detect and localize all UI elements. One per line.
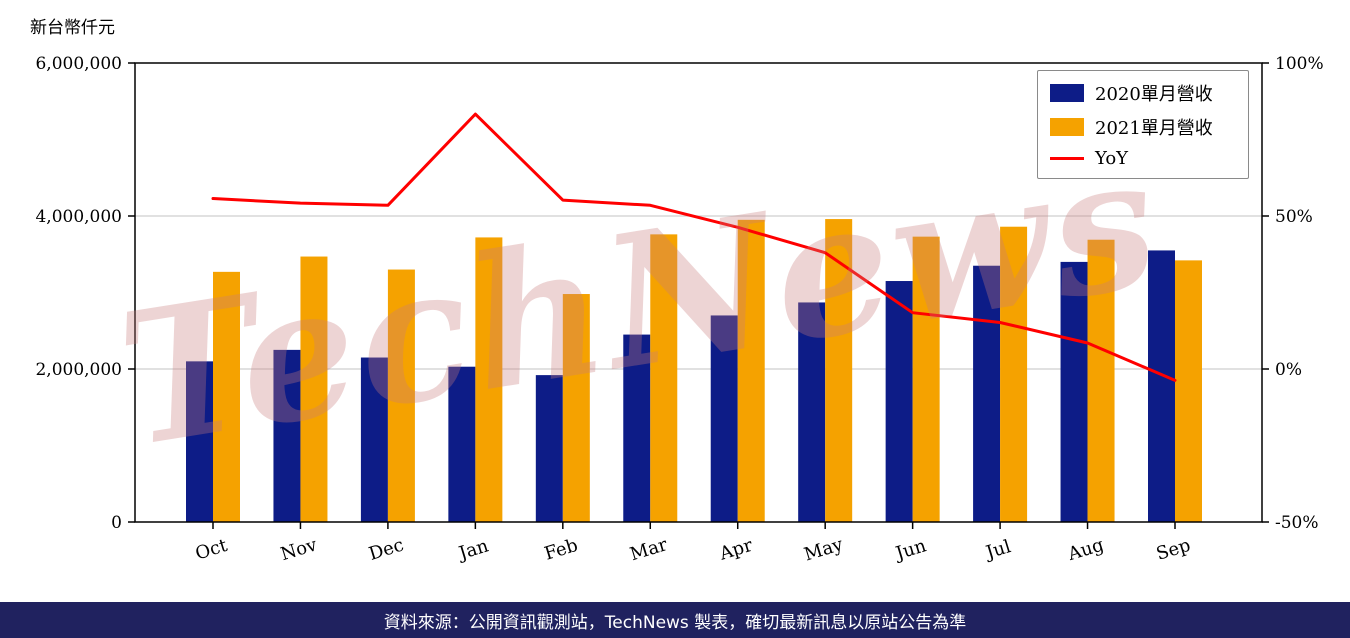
x-axis-tick-label: Jun — [892, 535, 930, 565]
bar-2020單月營收-Feb — [535, 375, 563, 522]
bar-2021單月營收-Aug — [1087, 239, 1115, 522]
bar-2021單月營收-Jul — [1000, 226, 1028, 522]
bar-2021單月營收-Nov — [300, 256, 328, 522]
bar-2021單月營收-May — [825, 219, 853, 522]
bar-2020單月營收-Sep — [1148, 250, 1175, 523]
bar-2021單月營收-Feb — [562, 294, 590, 522]
x-axis-tick-label: Aug — [1065, 534, 1107, 565]
right-axis-tick-label: 100% — [1275, 54, 1324, 74]
bar-2020單月營收-Mar — [623, 334, 651, 522]
legend-item-2021: 2021單月營收 — [1050, 114, 1236, 140]
plot-border — [134, 62, 1263, 523]
legend-label-yoy: YoY — [1095, 148, 1129, 169]
bar-2020單月營收-Aug — [1060, 261, 1088, 522]
x-axis-tick-label: Jul — [982, 536, 1014, 564]
left-axis-tick-label: 4,000,000 — [35, 207, 122, 227]
x-axis-tick-label: Jan — [455, 535, 492, 564]
bar-2020單月營收-May — [798, 302, 826, 522]
legend-swatch-2021 — [1050, 118, 1084, 136]
x-axis-tick-label: May — [802, 534, 847, 566]
left-axis-tick-label: 6,000,000 — [35, 54, 122, 74]
left-axis-tick-label: 2,000,000 — [35, 360, 122, 380]
footer-source-note: 資料來源：公開資訊觀測站，TechNews 製表，確切最新訊息以原站公告為準 — [0, 602, 1350, 638]
x-axis-tick-label: Feb — [542, 535, 580, 565]
x-axis-tick-label: Apr — [716, 535, 755, 565]
x-axis-tick-label: Oct — [193, 535, 231, 565]
bar-2021單月營收-Apr — [737, 219, 765, 522]
bar-2020單月營收-Dec — [360, 357, 388, 522]
x-axis-tick-label: Dec — [366, 535, 406, 565]
legend-item-2020: 2020單月營收 — [1050, 80, 1236, 106]
axis-unit-label: 新台幣仟元 — [30, 18, 115, 38]
legend-label-2021: 2021單月營收 — [1095, 118, 1213, 139]
bar-2021單月營收-Jun — [912, 236, 940, 522]
left-axis-tick-label: 0 — [111, 513, 122, 533]
bar-2021單月營收-Jan — [475, 237, 503, 523]
bar-2020單月營收-Jul — [973, 265, 1001, 522]
yoy-line — [211, 112, 1177, 382]
x-axis-tick-label: Nov — [278, 534, 320, 565]
bar-2021單月營收-Dec — [387, 269, 415, 522]
bar-2020單月營收-Oct — [186, 361, 213, 522]
right-axis-tick-label: 50% — [1275, 207, 1313, 227]
legend-line-swatch-yoy — [1050, 157, 1084, 160]
bar-2020單月營收-Nov — [273, 349, 301, 522]
legend-label-2020: 2020單月營收 — [1095, 84, 1213, 105]
chart-canvas: 0 2,000,000 4,000,000 6,000,000 -50% 0% 50% 100… — [35, 54, 1324, 566]
x-axis-tick-label: Mar — [628, 534, 671, 565]
bar-2021單月營收-Oct — [213, 271, 240, 522]
legend-swatch-2020 — [1050, 84, 1084, 102]
x-axis-tick-label: Sep — [1154, 535, 1193, 565]
chart-container: 0 2,000,000 4,000,000 6,000,000 -50% 0% 50% 100… — [30, 18, 1324, 566]
bar-2020單月營收-Apr — [710, 315, 738, 522]
bar-2021單月營收-Sep — [1175, 260, 1202, 522]
bar-2020單月營收-Jan — [448, 366, 476, 522]
legend-item-yoy: YoY — [1050, 148, 1236, 169]
bar-2020單月營收-Jun — [885, 281, 913, 522]
right-axis-tick-label: -50% — [1275, 513, 1319, 533]
bar-2021單月營收-Mar — [650, 234, 678, 523]
right-axis-tick-label: 0% — [1275, 360, 1302, 380]
legend: 2020單月營收 2021單月營收 YoY — [1037, 70, 1249, 179]
